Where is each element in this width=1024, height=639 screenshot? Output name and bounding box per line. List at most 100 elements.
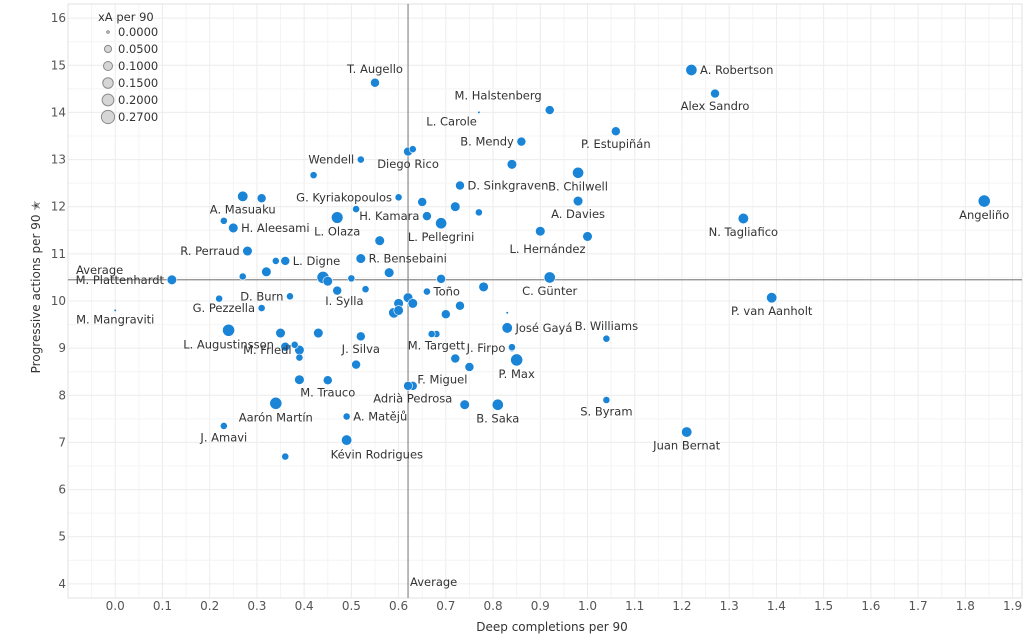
data-point [322, 375, 333, 386]
y-tick-label: 14 [51, 105, 66, 119]
point-label: Kévin Rodrigues [331, 447, 423, 461]
x-tick-label: 1.8 [956, 599, 975, 613]
point-label: B. Chilwell [548, 179, 608, 193]
point-label: M. Friedl [243, 343, 292, 357]
point-label: D. Sinkgraven [468, 179, 549, 193]
point-label: L. Carole [426, 115, 477, 129]
data-point [477, 110, 481, 115]
data-point [491, 398, 504, 411]
y-tick-label: 5 [58, 530, 66, 544]
data-point [370, 77, 380, 88]
plot-frame [67, 3, 1023, 599]
data-point [309, 171, 318, 180]
data-point [331, 211, 344, 224]
data-point [332, 285, 343, 296]
legend-item-label: 0.2700 [118, 110, 158, 124]
data-point [361, 285, 370, 294]
legend-swatch [102, 77, 114, 89]
x-axis-ticks: 0.0 0.1 0.2 0.3 0.4 0.5 0.6 0.7 0.8 0.9 1.0 1.1 1.2 1… [106, 599, 1022, 613]
data-point [427, 330, 436, 338]
legend-item-label: 0.0500 [118, 42, 158, 56]
y-axis-title: Progressive actions per 90 ✭ [29, 201, 43, 374]
point-labels: A. Robertson Alex Sandro T. Augello M. Hals… [76, 62, 1010, 461]
point-label: A. Masuaku [210, 203, 276, 217]
point-label: L. Pellegrini [408, 230, 475, 244]
data-point [582, 231, 593, 242]
data-point [602, 396, 611, 404]
point-label: J. Silva [341, 342, 380, 356]
data-point [455, 300, 465, 311]
y-tick-label: 10 [51, 294, 66, 308]
data-point [281, 452, 290, 461]
x-tick-label: 1.4 [767, 599, 786, 613]
data-point [290, 340, 299, 349]
x-axis-title: Deep completions per 90 [476, 620, 627, 634]
data-point [710, 88, 720, 99]
point-label: Adrià Pedrosa [373, 391, 452, 405]
data-point [113, 308, 117, 313]
data-point [510, 353, 524, 367]
data-point [219, 216, 228, 225]
data-point [478, 281, 489, 292]
point-label: N. Tagliafico [709, 225, 778, 239]
data-point [355, 331, 366, 342]
data-point [403, 381, 413, 391]
point-label: M. Targett [408, 339, 466, 353]
point-label: B. Williams [575, 319, 638, 333]
point-label: P. Estupiñán [581, 137, 651, 151]
data-point [347, 274, 356, 283]
data-point [766, 292, 778, 304]
y-tick-label: 13 [51, 153, 66, 167]
data-point [313, 327, 324, 339]
point-label: A. Robertson [700, 63, 773, 77]
data-point [408, 145, 417, 154]
data-point [242, 245, 253, 257]
data-point [422, 211, 432, 221]
point-label: J. Firpo [466, 341, 506, 355]
legend-swatch [101, 93, 115, 107]
point-label: S. Byram [580, 405, 632, 419]
point-label: D. Burn [240, 289, 283, 303]
point-label: M. Plattenhardt [76, 273, 165, 287]
y-axis-ticks: 4 5 6 7 8 9 10 11 12 13 14 15 16 [51, 11, 66, 591]
legend-swatch [100, 109, 116, 125]
data-point [355, 253, 366, 264]
point-label: J. Amavi [199, 431, 247, 445]
data-point [280, 256, 291, 266]
y-tick-label: 9 [58, 341, 66, 355]
data-point [322, 276, 333, 287]
data-point [257, 304, 266, 312]
x-tick-label: 0.4 [295, 599, 314, 613]
point-label: L. Augustinsson [183, 337, 274, 351]
data-point [505, 311, 509, 315]
data-point [374, 235, 385, 246]
x-tick-label: 1.2 [672, 599, 691, 613]
data-point [435, 217, 448, 230]
data-point [294, 374, 305, 385]
data-point [535, 226, 546, 237]
data-point [506, 159, 518, 170]
data-point [501, 322, 513, 334]
x-tick-label: 0.1 [153, 599, 172, 613]
point-label: R. Perraud [180, 244, 239, 258]
y-tick-label: 8 [58, 388, 66, 402]
x-tick-label: 1.3 [720, 599, 739, 613]
legend-swatch [102, 60, 114, 72]
point-label: M. Mangraviti [76, 313, 154, 327]
data-point [685, 64, 698, 76]
point-label: B. Saka [476, 411, 519, 425]
average-x-label: Average [410, 575, 457, 589]
point-label: L. Digne [293, 254, 340, 268]
point-label: A. Matějů [353, 410, 407, 424]
data-point [222, 323, 235, 337]
point-label: H. Kamara [359, 209, 419, 223]
point-label: L. Olaza [314, 224, 360, 238]
x-tick-label: 0.6 [389, 599, 408, 613]
data-point [356, 155, 365, 164]
point-label: C. Günter [522, 284, 577, 298]
point-label: I. Sylla [325, 294, 363, 308]
x-tick-label: 1.9 [1003, 599, 1022, 613]
point-label: G. Pezzella [193, 301, 255, 315]
data-point [166, 274, 178, 285]
